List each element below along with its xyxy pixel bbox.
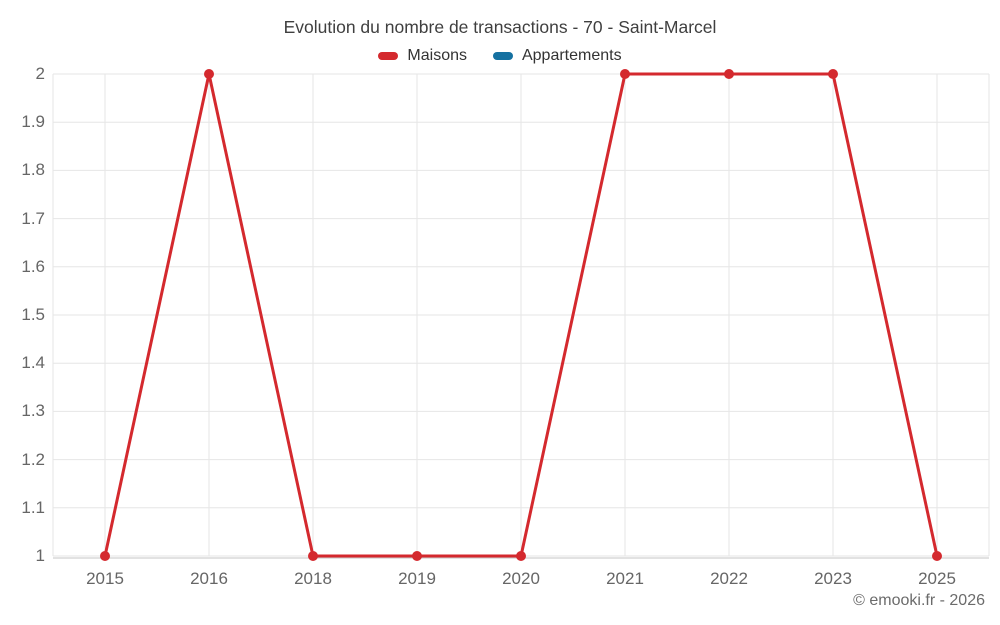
- x-tick-label: 2022: [710, 569, 748, 588]
- data-point-marker[interactable]: [828, 69, 838, 79]
- data-point-marker[interactable]: [308, 551, 318, 561]
- data-point-marker[interactable]: [932, 551, 942, 561]
- data-point-marker[interactable]: [412, 551, 422, 561]
- y-tick-label: 1.8: [21, 160, 45, 180]
- y-tick-label: 1.1: [21, 497, 45, 517]
- x-tick-label: 2021: [606, 569, 644, 588]
- x-tick-label: 2018: [294, 569, 332, 588]
- x-tick-label: 2019: [398, 569, 436, 588]
- legend-label-appartements: Appartements: [521, 47, 622, 64]
- x-tick-label: 2016: [190, 569, 228, 588]
- legend-label-maisons: Maisons: [407, 47, 467, 64]
- data-point-marker[interactable]: [516, 551, 526, 561]
- chart-title: Evolution du nombre de transactions - 70…: [283, 17, 717, 37]
- maisons-series-swatch-icon: [378, 52, 399, 60]
- x-tick-label: 2025: [918, 569, 956, 588]
- y-tick-label: 1.4: [21, 353, 45, 373]
- data-point-marker[interactable]: [724, 69, 734, 79]
- y-tick-label: 1.6: [21, 256, 45, 276]
- data-point-marker[interactable]: [100, 551, 110, 561]
- legend-item-appartements[interactable]: Appartements: [492, 47, 622, 65]
- appartements-series-swatch-icon: [492, 52, 513, 60]
- y-tick-label: 1.3: [21, 401, 45, 421]
- x-tick-label: 2015: [86, 569, 124, 588]
- y-tick-label: 1.7: [21, 208, 45, 228]
- watermark: © emooki.fr - 2026: [853, 592, 985, 609]
- x-tick-label: 2023: [814, 569, 852, 588]
- legend: Maisons Appartements: [0, 45, 1000, 67]
- data-point-marker[interactable]: [620, 69, 630, 79]
- x-tick-label: 2020: [502, 569, 540, 588]
- y-tick-label: 1.5: [21, 305, 45, 324]
- y-tick-label: 1: [35, 546, 45, 565]
- y-tick-label: 2: [35, 64, 45, 83]
- data-point-marker[interactable]: [204, 69, 214, 79]
- legend-item-maisons[interactable]: Maisons: [378, 47, 467, 65]
- y-tick-label: 1.2: [21, 449, 45, 469]
- y-tick-label: 1.9: [21, 112, 45, 132]
